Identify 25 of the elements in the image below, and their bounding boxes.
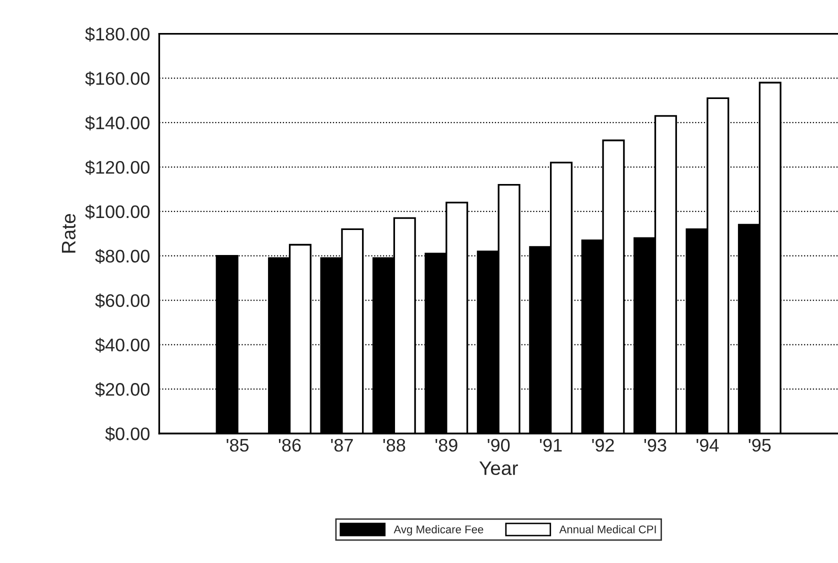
x-tick-label: '91: [540, 438, 562, 452]
x-axis-title: Year: [479, 461, 518, 476]
y-tick-label: $120.00: [85, 160, 150, 175]
y-axis-title: Rate: [62, 214, 76, 253]
y-tick-label: $180.00: [85, 26, 150, 42]
x-tick-label: '95: [748, 438, 771, 452]
x-tick-label: '93: [644, 438, 666, 452]
x-tick-label: '85: [226, 438, 249, 452]
legend-label: Avg Medicare Fee: [394, 525, 484, 536]
y-tick-label: $0.00: [105, 426, 150, 442]
y-tick-label: $160.00: [85, 71, 150, 86]
y-tick-label: $40.00: [95, 338, 150, 352]
y-tick-label: $60.00: [95, 293, 150, 308]
x-tick-label: '89: [436, 438, 458, 452]
x-tick-label: '88: [383, 438, 406, 452]
x-tick-label: '92: [592, 438, 614, 452]
x-tick-label: '90: [488, 438, 510, 452]
x-tick-label: '87: [331, 438, 353, 452]
y-tick-label: $100.00: [85, 204, 150, 220]
y-tick-label: $20.00: [95, 382, 150, 397]
y-tick-label: $140.00: [85, 116, 150, 130]
legend-label: Annual Medical CPI: [559, 525, 656, 534]
x-tick-label: '94: [696, 438, 719, 452]
x-tick-label: '86: [278, 438, 301, 452]
y-tick-label: $80.00: [95, 249, 150, 264]
